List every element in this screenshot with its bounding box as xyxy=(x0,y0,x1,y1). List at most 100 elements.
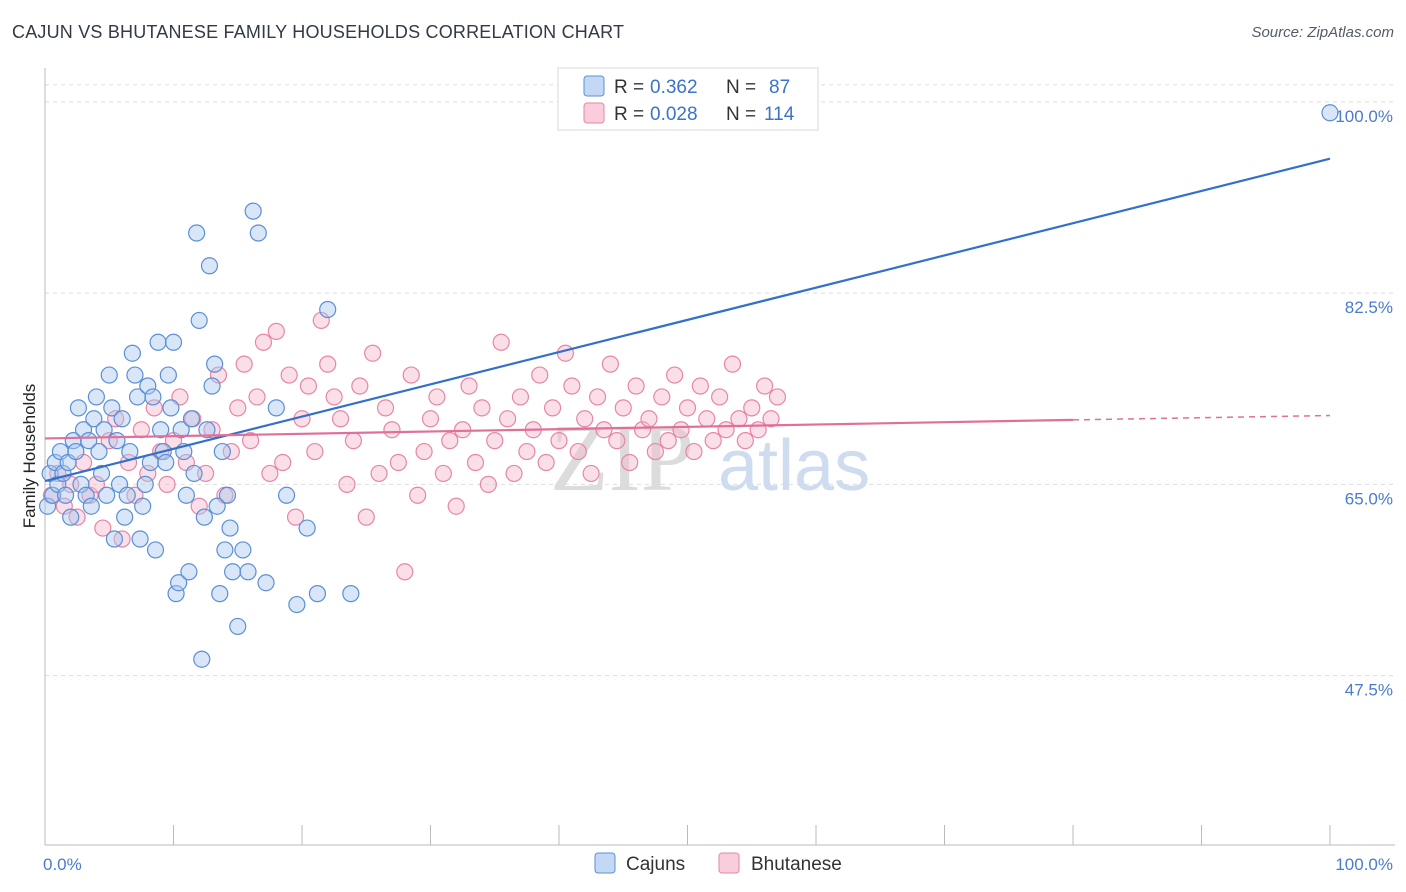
cajun-point xyxy=(249,224,267,242)
cajun-point xyxy=(257,574,275,592)
bhutanese-point xyxy=(94,519,112,537)
bhutanese-point xyxy=(68,508,86,526)
bhutanese-point xyxy=(267,322,285,340)
cajun-point xyxy=(298,519,316,537)
cajun-point xyxy=(157,453,175,472)
bhutanese-point xyxy=(717,421,735,439)
cajun-point xyxy=(277,486,296,504)
cajun-point xyxy=(144,388,162,406)
cajun-point xyxy=(221,519,239,537)
cajun-point xyxy=(267,399,285,417)
bhutanese-point xyxy=(357,508,375,526)
cajun-point xyxy=(206,355,224,373)
cajun-point xyxy=(198,421,216,439)
cajun-point xyxy=(185,464,203,483)
cajun-point xyxy=(82,497,100,515)
bhutanese-point xyxy=(319,355,337,373)
bhutanese-point xyxy=(280,366,298,384)
bhutanese-point xyxy=(563,377,581,395)
bhutanese-point xyxy=(768,388,787,406)
cajun-point xyxy=(1321,104,1339,122)
legend-bhutanese-r-value: 0.028 xyxy=(650,104,698,125)
bhutanese-trend-line xyxy=(44,418,1074,440)
bhutanese-point xyxy=(486,432,504,450)
bhutanese-point xyxy=(672,421,690,439)
cajun-point xyxy=(288,595,306,614)
bhutanese-point xyxy=(678,399,697,417)
bhutanese-point xyxy=(351,377,369,395)
cajun-point xyxy=(123,344,141,362)
bhutanese-point xyxy=(621,453,639,472)
legend-cajun-n-value: 87 xyxy=(769,77,790,98)
cajun-point xyxy=(92,464,111,483)
bhutanese-point xyxy=(505,464,523,483)
bhutanese-point xyxy=(421,410,440,428)
chart-title: CAJUN VS BHUTANESE FAMILY HOUSEHOLDS COR… xyxy=(12,22,625,42)
bhutanese-point xyxy=(556,344,575,362)
bhutanese-point xyxy=(460,377,478,395)
bhutanese-point xyxy=(132,421,150,439)
cajun-point xyxy=(159,366,177,384)
bhutanese-point xyxy=(434,464,452,483)
cajun-point xyxy=(182,410,201,428)
bhutanese-point xyxy=(254,333,273,351)
bhutanese-point xyxy=(576,410,594,428)
cajun-point xyxy=(244,202,262,220)
cajun-point xyxy=(77,486,95,504)
watermark-zip: ZIP xyxy=(550,404,694,511)
legend-cajun-n-label: N = xyxy=(726,77,756,98)
bhutanese-point xyxy=(222,442,240,461)
cajun-point xyxy=(229,617,247,636)
cajun-point xyxy=(152,421,170,439)
bhutanese-point xyxy=(389,453,407,472)
bhutanese-point xyxy=(466,453,485,472)
bhutanese-point xyxy=(633,421,652,439)
bhutanese-point xyxy=(666,366,684,384)
bottom-legend-bhutanese-label: Bhutanese xyxy=(751,854,842,875)
cajun-trend-line xyxy=(44,157,1331,483)
bhutanese-point xyxy=(415,442,433,461)
bhutanese-point xyxy=(499,410,517,428)
cajun-point xyxy=(319,300,337,319)
cajun-point xyxy=(146,541,165,559)
bhutanese-point xyxy=(338,475,356,493)
bhutanese-point xyxy=(344,432,362,450)
bhutanese-points xyxy=(42,311,787,581)
cajun-point xyxy=(131,530,149,548)
cajun-point xyxy=(188,224,206,242)
cajun-point xyxy=(38,497,57,515)
cajun-point xyxy=(108,432,126,450)
cajun-point xyxy=(224,563,242,581)
bhutanese-point xyxy=(711,388,729,406)
bhutanese-point xyxy=(242,432,260,450)
cajun-point xyxy=(218,486,237,504)
cajun-point xyxy=(116,508,134,526)
bhutanese-point xyxy=(755,377,774,395)
bhutanese-point xyxy=(370,464,388,483)
bhutanese-point xyxy=(158,475,176,493)
bhutanese-point xyxy=(229,399,247,417)
cajun-point xyxy=(69,399,88,417)
legend-swatch-cajun xyxy=(583,75,605,97)
bhutanese-point xyxy=(518,442,536,461)
bhutanese-point xyxy=(698,410,716,428)
bhutanese-point xyxy=(139,464,157,483)
bottom-legend-cajun-label: Cajuns xyxy=(626,854,685,875)
bhutanese-point xyxy=(730,410,748,428)
cajun-point xyxy=(164,333,183,351)
bhutanese-point xyxy=(627,377,645,395)
cajun-point xyxy=(342,585,360,603)
cajun-point xyxy=(134,497,152,515)
axes xyxy=(44,68,1395,846)
watermark-atlas: atlas xyxy=(718,426,870,506)
correlation-legend: R = 0.362 N = 87 R = 0.028 N = 114 xyxy=(557,67,819,131)
series-legend: Cajuns Bhutanese xyxy=(594,852,842,875)
cajun-point xyxy=(308,585,327,603)
bhutanese-point xyxy=(396,563,414,581)
bhutanese-point xyxy=(209,366,228,384)
cajun-point xyxy=(170,574,188,592)
cajun-point xyxy=(139,377,157,395)
cajun-point xyxy=(149,333,167,351)
bhutanese-point xyxy=(402,366,420,384)
